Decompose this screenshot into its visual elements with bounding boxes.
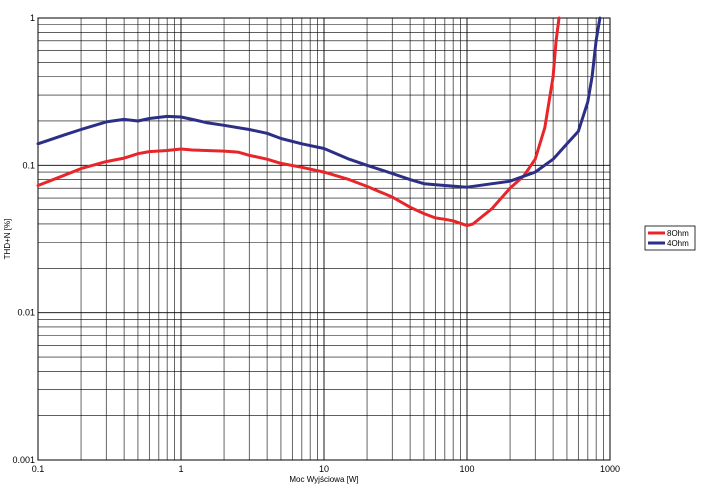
- y-tick-labels: 0.001 0.01 0.1 1: [12, 13, 35, 465]
- grid: [37, 18, 610, 461]
- series-line-4ohm: [36, 16, 602, 189]
- x-tick-label: 10: [319, 464, 329, 474]
- y-tick-label: 0.001: [12, 455, 35, 465]
- x-tick-label: 0.1: [32, 464, 45, 474]
- y-axis-label: THD+N [%]: [3, 219, 12, 260]
- plot-frame: [37, 17, 611, 461]
- x-axis-label: Moc Wyjściowa [W]: [289, 475, 358, 484]
- y-tick-label: 0.01: [17, 308, 35, 318]
- x-tick-label: 1000: [600, 464, 620, 474]
- x-tick-label: 1: [178, 464, 183, 474]
- y-tick-label: 0.1: [22, 160, 35, 170]
- series-line-8ohm: [36, 16, 561, 228]
- x-tick-label: 100: [459, 464, 474, 474]
- x-tick-labels: 0.1 1 10 100 1000: [32, 464, 620, 474]
- y-tick-label: 1: [30, 13, 35, 23]
- legend-label-4ohm: 4Ohm: [667, 239, 689, 248]
- legend-label-8ohm: 8Ohm: [667, 229, 689, 238]
- legend-box: [644, 225, 696, 251]
- series-layer: [36, 16, 602, 228]
